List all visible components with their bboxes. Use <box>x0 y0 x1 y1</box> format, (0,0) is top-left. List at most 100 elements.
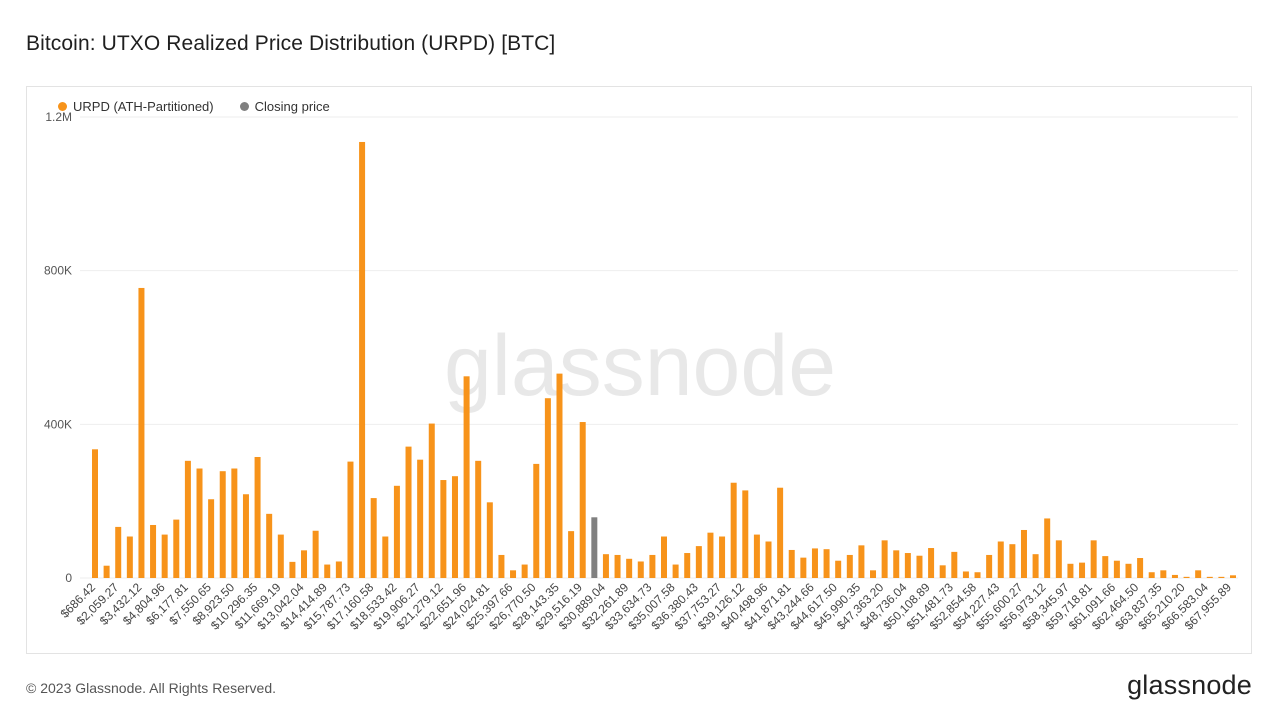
legend-item-urpd[interactable]: URPD (ATH-Partitioned) <box>58 99 214 114</box>
urpd-bar[interactable] <box>463 376 470 578</box>
urpd-bar[interactable] <box>498 554 505 578</box>
urpd-bar[interactable] <box>904 553 911 578</box>
urpd-bar[interactable] <box>231 468 238 578</box>
urpd-bar[interactable] <box>544 398 551 578</box>
urpd-bar[interactable] <box>568 531 575 578</box>
urpd-bar[interactable] <box>951 551 958 578</box>
urpd-bar[interactable] <box>115 526 122 578</box>
urpd-bar[interactable] <box>1148 572 1155 578</box>
urpd-bar[interactable] <box>150 524 157 578</box>
closing-price-bar[interactable] <box>591 517 598 578</box>
urpd-bar[interactable] <box>173 519 180 578</box>
urpd-bar[interactable] <box>835 560 842 578</box>
urpd-bar[interactable] <box>672 564 679 578</box>
legend-item-closing-price[interactable]: Closing price <box>239 99 330 114</box>
urpd-bar[interactable] <box>335 561 342 578</box>
urpd-bar[interactable] <box>405 446 412 578</box>
urpd-bar[interactable] <box>1171 574 1178 578</box>
urpd-bar[interactable] <box>1113 560 1120 578</box>
urpd-bar[interactable] <box>1102 556 1109 578</box>
urpd-bar[interactable] <box>1032 554 1039 578</box>
urpd-bar[interactable] <box>800 557 807 578</box>
urpd-bar[interactable] <box>1125 563 1132 578</box>
urpd-bar[interactable] <box>684 553 691 578</box>
urpd-bar[interactable] <box>661 536 667 578</box>
urpd-bar[interactable] <box>1020 529 1027 578</box>
urpd-bar[interactable] <box>219 471 226 578</box>
urpd-bar[interactable] <box>1044 518 1051 578</box>
urpd-bar[interactable] <box>939 565 946 578</box>
urpd-bar[interactable] <box>637 561 644 578</box>
urpd-bar[interactable] <box>208 499 215 578</box>
urpd-bar[interactable] <box>1009 544 1016 578</box>
urpd-bar[interactable] <box>1206 576 1213 578</box>
urpd-bar[interactable] <box>301 550 308 578</box>
urpd-bar[interactable] <box>626 558 633 578</box>
urpd-bar[interactable] <box>742 490 749 578</box>
urpd-bar[interactable] <box>521 564 528 578</box>
urpd-bar[interactable] <box>556 373 563 578</box>
urpd-bar[interactable] <box>870 570 877 578</box>
urpd-bar[interactable] <box>277 534 284 578</box>
urpd-bar[interactable] <box>382 536 389 578</box>
urpd-bar[interactable] <box>1160 570 1167 578</box>
urpd-bar[interactable] <box>1055 540 1062 578</box>
urpd-bar[interactable] <box>242 494 249 578</box>
urpd-bar[interactable] <box>184 460 191 578</box>
urpd-bar[interactable] <box>533 463 540 578</box>
urpd-bar[interactable] <box>254 456 261 578</box>
urpd-bar[interactable] <box>92 449 98 578</box>
urpd-bar[interactable] <box>765 541 772 579</box>
urpd-bar[interactable] <box>777 487 784 578</box>
urpd-bar[interactable] <box>161 534 168 578</box>
urpd-bar[interactable] <box>649 554 656 578</box>
urpd-bar[interactable] <box>962 571 969 578</box>
urpd-bar[interactable] <box>1218 576 1225 578</box>
urpd-bar[interactable] <box>312 530 319 578</box>
urpd-bar[interactable] <box>370 498 377 578</box>
urpd-bar[interactable] <box>881 540 888 578</box>
urpd-bar[interactable] <box>510 570 517 578</box>
urpd-bar[interactable] <box>486 502 493 578</box>
urpd-bar[interactable] <box>614 554 621 578</box>
urpd-bar[interactable] <box>347 461 354 578</box>
urpd-bar[interactable] <box>451 476 458 578</box>
urpd-bar[interactable] <box>359 141 366 578</box>
urpd-bar[interactable] <box>1090 540 1097 578</box>
urpd-bar[interactable] <box>916 555 923 578</box>
urpd-bar[interactable] <box>324 564 331 578</box>
urpd-bar[interactable] <box>858 545 865 578</box>
urpd-bar[interactable] <box>289 561 296 578</box>
urpd-bar[interactable] <box>1137 558 1144 578</box>
urpd-bar[interactable] <box>719 536 726 578</box>
urpd-bar[interactable] <box>126 536 133 578</box>
urpd-bar[interactable] <box>417 459 424 578</box>
urpd-bar[interactable] <box>1079 562 1086 578</box>
urpd-bar[interactable] <box>753 534 760 578</box>
urpd-bar[interactable] <box>196 468 203 578</box>
urpd-bar[interactable] <box>730 482 737 578</box>
urpd-bar[interactable] <box>428 423 435 578</box>
urpd-bar[interactable] <box>602 554 609 578</box>
glassnode-logo[interactable]: glassnode <box>1127 670 1252 700</box>
urpd-bar[interactable] <box>1230 575 1236 578</box>
urpd-bar[interactable] <box>1183 576 1190 578</box>
urpd-bar[interactable] <box>266 513 273 578</box>
urpd-bar[interactable] <box>579 422 586 578</box>
urpd-bar[interactable] <box>928 548 935 578</box>
urpd-bar[interactable] <box>788 549 795 578</box>
urpd-bar[interactable] <box>393 485 400 578</box>
urpd-bar[interactable] <box>695 546 702 578</box>
urpd-bar[interactable] <box>475 460 482 578</box>
urpd-bar[interactable] <box>811 548 818 578</box>
urpd-bar[interactable] <box>893 550 900 578</box>
urpd-bar[interactable] <box>846 554 853 578</box>
urpd-bar[interactable] <box>138 287 145 578</box>
urpd-bar[interactable] <box>997 541 1004 579</box>
urpd-bar[interactable] <box>974 572 981 578</box>
urpd-bar[interactable] <box>707 532 714 578</box>
urpd-bar[interactable] <box>1067 563 1074 578</box>
urpd-bar[interactable] <box>1195 570 1202 578</box>
urpd-bar[interactable] <box>823 549 830 578</box>
urpd-bar[interactable] <box>986 554 993 578</box>
